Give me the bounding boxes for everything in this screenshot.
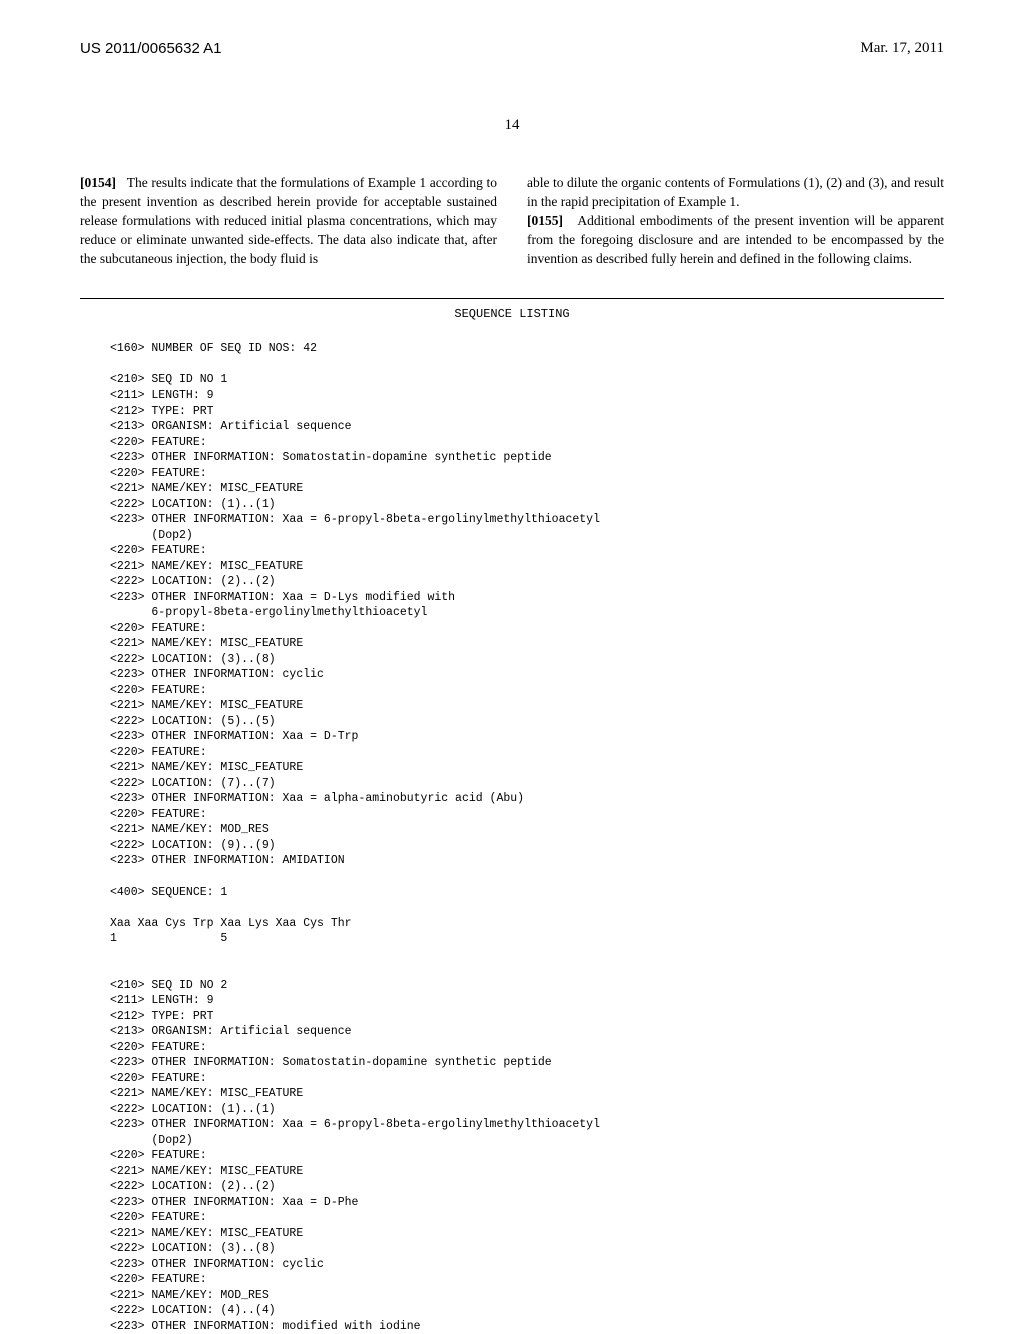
- para-num-0154: [0154]: [80, 175, 116, 190]
- sequence-listing-title: SEQUENCE LISTING: [80, 307, 944, 321]
- body-columns: [0154] The results indicate that the for…: [80, 174, 944, 268]
- doc-number: US 2011/0065632 A1: [80, 40, 222, 57]
- left-column: [0154] The results indicate that the for…: [80, 174, 497, 268]
- right-column: able to dilute the organic contents of F…: [527, 174, 944, 268]
- page-header: US 2011/0065632 A1 Mar. 17, 2011: [80, 40, 944, 57]
- para-text-right1: able to dilute the organic contents of F…: [527, 175, 944, 209]
- sequence-listing: <160> NUMBER OF SEQ ID NOS: 42 <210> SEQ…: [110, 341, 944, 1334]
- para-text-0154: The results indicate that the formulatio…: [80, 175, 497, 266]
- para-text-0155: Additional embodiments of the present in…: [527, 213, 944, 266]
- page-number: 14: [80, 117, 944, 134]
- para-num-0155: [0155]: [527, 213, 563, 228]
- divider-top: [80, 298, 944, 299]
- doc-date: Mar. 17, 2011: [860, 40, 944, 57]
